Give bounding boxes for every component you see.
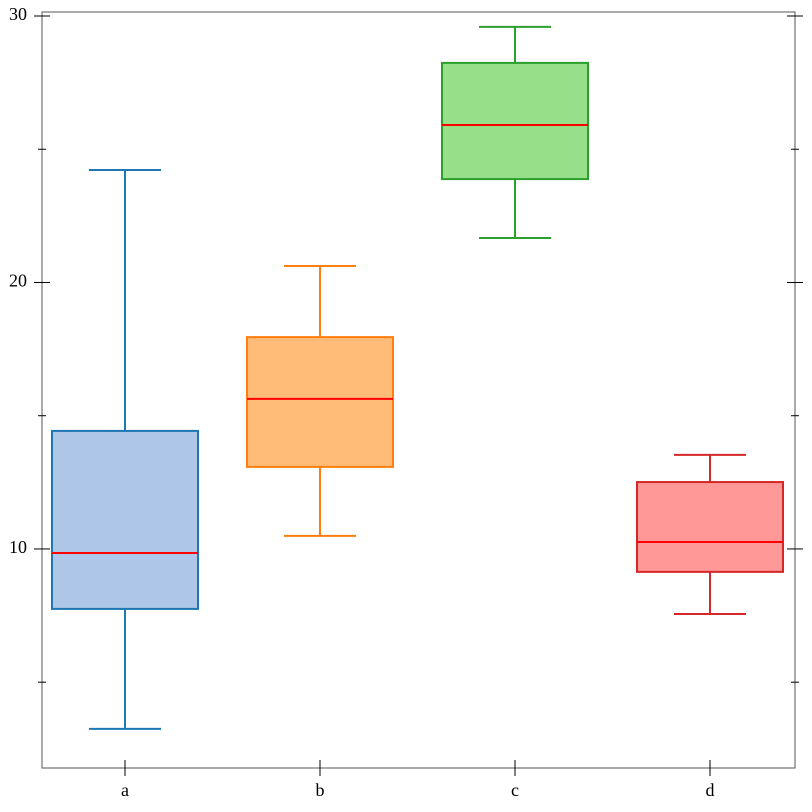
plot-frame: [41, 11, 796, 769]
x-tick-label: a: [121, 780, 129, 800]
box: [51, 429, 199, 610]
x-tick-label: b: [316, 780, 325, 800]
box: [441, 61, 589, 181]
y-tick-label: 30: [9, 4, 27, 24]
x-tick-label: c: [511, 780, 519, 800]
box: [636, 481, 784, 573]
x-tick-label: d: [706, 780, 715, 800]
y-tick-label: 20: [9, 271, 27, 291]
y-tick-label: 10: [9, 537, 27, 557]
box: [246, 336, 394, 468]
